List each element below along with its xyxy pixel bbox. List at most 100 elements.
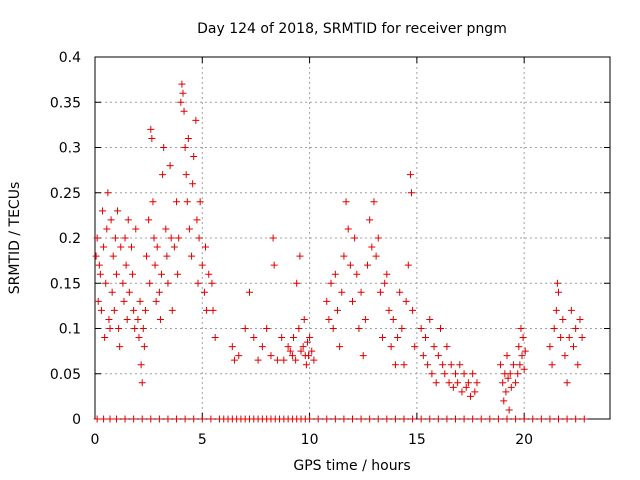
data-point [138, 415, 146, 423]
data-point [192, 116, 200, 124]
data-point [168, 306, 176, 314]
data-point [374, 415, 382, 423]
data-point [303, 338, 311, 346]
y-tick-label: 0.4 [59, 50, 81, 66]
y-tick-label: 0 [72, 412, 81, 428]
data-point [109, 252, 117, 260]
data-point [374, 234, 382, 242]
data-point [349, 297, 356, 305]
data-point [502, 388, 510, 396]
data-point [355, 325, 363, 332]
data-point [286, 347, 294, 355]
data-point [306, 334, 314, 342]
data-point [160, 144, 168, 151]
data-point [546, 415, 554, 423]
data-point [106, 415, 114, 423]
data-point [370, 198, 378, 206]
data-point [164, 415, 172, 423]
data-point [419, 352, 427, 360]
data-point [198, 415, 206, 423]
data-point [155, 288, 163, 296]
y-axis-label: SRMTID / TECUs [7, 182, 23, 295]
data-point [342, 198, 350, 206]
data-point [190, 415, 198, 423]
data-point [565, 334, 573, 342]
data-point [327, 279, 335, 287]
data-point [152, 297, 160, 305]
data-point [119, 279, 127, 287]
data-point [140, 343, 148, 351]
data-point [138, 379, 146, 387]
data-point [396, 288, 404, 296]
data-point [141, 306, 149, 314]
data-point [452, 415, 459, 423]
data-point [246, 288, 253, 296]
data-point [153, 243, 161, 251]
data-point [368, 243, 376, 251]
data-point [439, 361, 447, 369]
data-point [112, 270, 120, 278]
data-point [202, 243, 210, 251]
data-point [503, 352, 511, 360]
data-point [400, 361, 408, 369]
data-point [477, 415, 485, 423]
axis-ticks [94, 56, 610, 420]
data-point [121, 415, 129, 423]
y-tick-labels: 0 0.05 0.1 0.15 0.2 0.25 0.3 0.35 0.4 [50, 50, 81, 428]
data-point [195, 234, 203, 242]
data-point [112, 415, 120, 423]
data-point [372, 252, 380, 260]
data-point [314, 415, 322, 423]
data-point [254, 356, 262, 364]
data-point [205, 270, 213, 278]
data-point [432, 379, 440, 387]
data-point [576, 315, 584, 323]
data-point [149, 198, 157, 206]
x-tick-labels: 0 5 10 15 20 [91, 432, 534, 448]
data-point [351, 234, 359, 242]
data-point [139, 325, 147, 332]
data-point [127, 243, 135, 251]
data-point [156, 315, 164, 323]
data-point [164, 279, 172, 287]
data-point [404, 261, 412, 269]
data-point [300, 315, 308, 323]
data-point [297, 347, 305, 355]
data-point [387, 343, 395, 351]
data-point [557, 334, 565, 342]
data-point [434, 352, 442, 360]
data-point [106, 325, 114, 332]
data-point [331, 415, 339, 423]
data-point [436, 325, 444, 332]
data-point [383, 270, 391, 278]
data-point [155, 415, 163, 423]
data-point [184, 134, 192, 142]
data-point [494, 415, 502, 423]
data-point [443, 343, 451, 351]
data-point [200, 288, 208, 296]
data-point [353, 270, 361, 278]
data-point [385, 306, 393, 314]
data-point [379, 334, 387, 342]
data-point [518, 352, 526, 360]
data-point [331, 270, 339, 278]
data-point [293, 279, 301, 287]
data-point [196, 198, 204, 206]
data-point [409, 306, 417, 314]
data-point [408, 189, 416, 197]
data-point [132, 225, 140, 233]
data-point [183, 198, 191, 206]
data-point [103, 225, 111, 233]
data-point [158, 270, 166, 278]
data-point [299, 343, 307, 351]
data-point [333, 306, 341, 314]
data-point [381, 279, 389, 287]
data-point [278, 334, 286, 342]
data-point [92, 252, 100, 260]
x-tick-label: 5 [198, 432, 207, 448]
data-point [383, 415, 391, 423]
data-point [521, 347, 529, 355]
data-point [104, 189, 112, 197]
data-point [185, 225, 193, 233]
data-point [190, 153, 198, 161]
